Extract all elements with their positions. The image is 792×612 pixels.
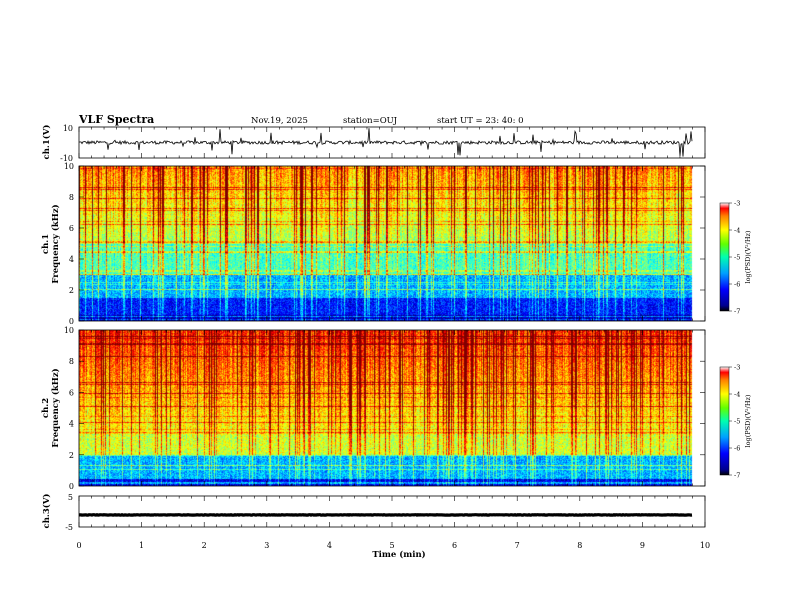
time-tick-label: 8: [577, 541, 582, 550]
ch1-spectrogram-image: [79, 166, 705, 321]
start-time-label: start UT = 23: 40: 0: [437, 116, 524, 126]
ch3-ytick-bottom: -5: [65, 523, 73, 532]
ch1-spectrogram-panel: 0 2 4 6 8 10 ch.1 Frequency (kHz): [41, 162, 706, 326]
ch2-spectrogram-image: [79, 330, 705, 486]
ch3-ytick-top: 5: [68, 493, 73, 502]
ch2-colorbar: -3 -4 -5 -6 -7 log(PSD)(V²/Hz): [719, 364, 752, 480]
frequency-tick-label: 10: [64, 162, 74, 171]
frequency-tick-label: 6: [69, 388, 74, 397]
time-tick-label: 10: [700, 541, 710, 550]
ch3-waveform-panel: 5 -5 ch.3(V) 0 1 2 3 4 5 6 7 8 9 10 Time (min): [41, 493, 710, 560]
ch2-colorbar-ticks: -3 -4 -5 -6 -7: [729, 364, 740, 480]
time-axis-tick-labels: 0 1 2 3 4 5 6 7 8 9 10: [76, 541, 710, 550]
time-tick-label: 0: [76, 541, 81, 550]
colorbar-tick-label: -7: [734, 472, 740, 480]
ch1-spectrogram-ylabel: Frequency (kHz): [50, 204, 61, 283]
ch1-spectrogram-channel-label: ch.1: [41, 234, 51, 254]
ch1-spectrogram-xticks: [78, 166, 706, 321]
ch2-spectrogram-yticks: 0 2 4 6 8 10: [64, 326, 705, 491]
frequency-tick-label: 4: [69, 255, 74, 264]
ch1-ytick-top: 10: [63, 124, 73, 133]
colorbar-tick-label: -5: [734, 418, 740, 426]
frequency-tick-label: 10: [64, 326, 74, 335]
colorbar-tick-label: -6: [734, 445, 740, 453]
frequency-tick-label: 0: [69, 482, 74, 491]
ch1-colorbar-label: log(PSD)(V²/Hz): [744, 230, 752, 283]
figure-title: VLF Spectra: [78, 113, 154, 126]
ch1-spectrogram-yticks: 0 2 4 6 8 10: [64, 162, 705, 326]
time-axis-label: Time (min): [372, 549, 425, 560]
ch2-spectrogram-xticks: [78, 330, 706, 486]
time-tick-label: 2: [202, 541, 207, 550]
time-tick-label: 3: [264, 541, 269, 550]
ch1-waveform-xticks: [78, 127, 706, 158]
ch2-spectrogram-ylabel: Frequency (kHz): [50, 368, 61, 447]
ch1-colorbar: -3 -4 -5 -6 -7 log(PSD)(V²/Hz): [719, 200, 752, 316]
time-tick-label: 5: [389, 541, 394, 550]
frequency-tick-label: 2: [69, 451, 74, 460]
ch2-colorbar-label: log(PSD)(V²/Hz): [744, 394, 752, 447]
colorbar-tick-label: -7: [734, 308, 740, 316]
colorbar-tick-label: -3: [734, 364, 740, 372]
ch1-waveform-ylabel: ch.1(V): [41, 125, 52, 160]
time-tick-label: 9: [640, 541, 645, 550]
time-tick-label: 6: [452, 541, 457, 550]
ch1-colorbar-ticks: -3 -4 -5 -6 -7: [729, 200, 740, 316]
time-tick-label: 7: [515, 541, 520, 550]
frequency-tick-label: 4: [69, 420, 74, 429]
ch2-spectrogram-panel: 0 2 4 6 8 10 ch.2 Frequency (kHz): [41, 326, 706, 491]
ch2-colorbar-gradient: [719, 366, 730, 476]
frequency-tick-label: 2: [69, 286, 74, 295]
frequency-tick-label: 8: [69, 357, 74, 366]
time-tick-label: 4: [327, 541, 332, 550]
colorbar-tick-label: -6: [734, 281, 740, 289]
ch1-waveform-trace: [79, 128, 693, 157]
colorbar-tick-label: -4: [734, 391, 740, 399]
frequency-tick-label: 6: [69, 224, 74, 233]
ch3-waveform-ylabel: ch.3(V): [41, 494, 52, 529]
ch3-waveform-xticks: [78, 496, 706, 527]
ch1-colorbar-gradient: [719, 202, 730, 312]
colorbar-tick-label: -3: [734, 200, 740, 208]
ch1-waveform-panel: 10 -10 ch.1(V): [41, 124, 706, 163]
colorbar-tick-label: -5: [734, 254, 740, 262]
ch2-spectrogram-channel-label: ch.2: [41, 398, 51, 418]
colorbar-tick-label: -4: [734, 227, 740, 235]
frequency-tick-label: 8: [69, 193, 74, 202]
time-tick-label: 1: [139, 541, 144, 550]
station-label: station=OUJ: [343, 116, 398, 126]
date-label: Nov.19, 2025: [251, 116, 308, 126]
frequency-tick-label: 0: [69, 317, 74, 326]
ch1-ytick-bottom: -10: [60, 154, 73, 163]
